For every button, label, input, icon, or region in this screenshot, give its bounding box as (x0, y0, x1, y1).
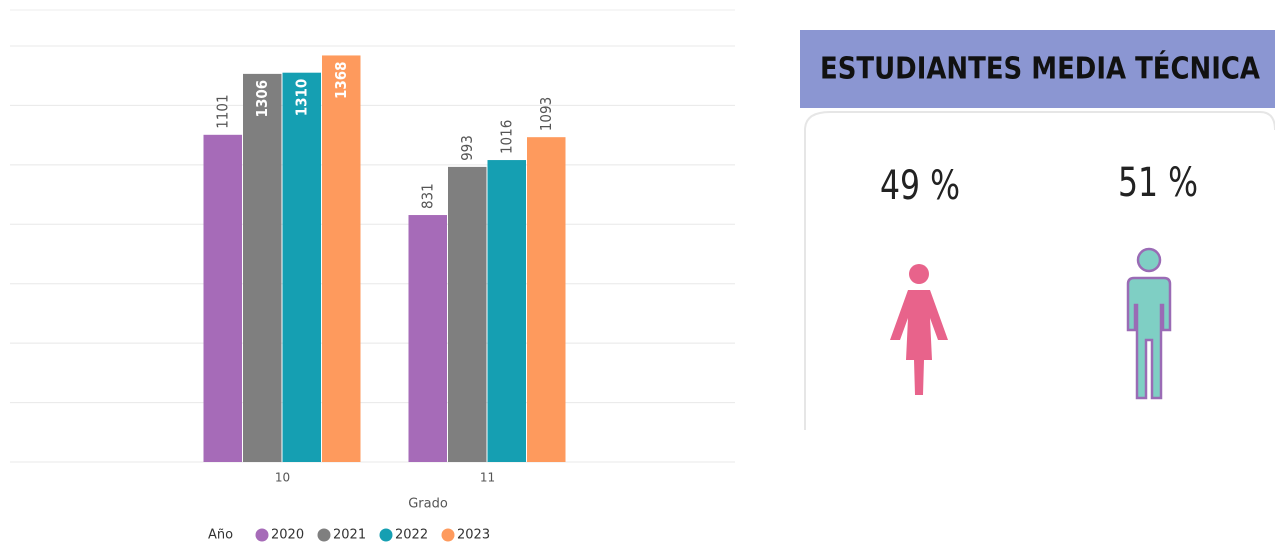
bar (408, 215, 447, 462)
bar (203, 134, 242, 463)
data-label: 1306 (253, 80, 271, 118)
x-tick-label: 10 (275, 471, 290, 485)
data-label: 1310 (293, 79, 311, 117)
data-label: 1016 (498, 120, 516, 154)
male-percent: 51 % (1118, 160, 1198, 206)
panel-title: ESTUDIANTES MEDIA TÉCNICA (820, 51, 1261, 87)
bar (243, 73, 282, 462)
panel-card (804, 111, 1275, 430)
legend-title: Año (208, 528, 233, 543)
bar (282, 72, 321, 463)
bar (527, 137, 566, 462)
legend-swatch (255, 528, 269, 542)
legend-label: 2023 (457, 528, 490, 543)
bar (322, 55, 361, 462)
data-label: 831 (419, 183, 437, 209)
data-label: 1101 (214, 94, 232, 128)
legend-label: 2020 (271, 528, 304, 543)
data-label: 993 (458, 135, 476, 161)
legend-swatch (317, 528, 331, 542)
bar (448, 166, 487, 462)
data-label: 1368 (332, 61, 350, 99)
x-axis-label: Grado (408, 497, 448, 512)
female-percent: 49 % (880, 163, 960, 209)
legend-label: 2021 (333, 528, 366, 543)
female-icon (890, 264, 948, 395)
x-tick-label: 11 (480, 471, 495, 485)
legend-swatch (379, 528, 393, 542)
bar (487, 160, 526, 463)
male-icon (1126, 247, 1172, 400)
panel-header (800, 30, 1275, 108)
legend-swatch (441, 528, 455, 542)
legend-label: 2022 (395, 528, 428, 543)
data-label: 1093 (537, 97, 555, 131)
